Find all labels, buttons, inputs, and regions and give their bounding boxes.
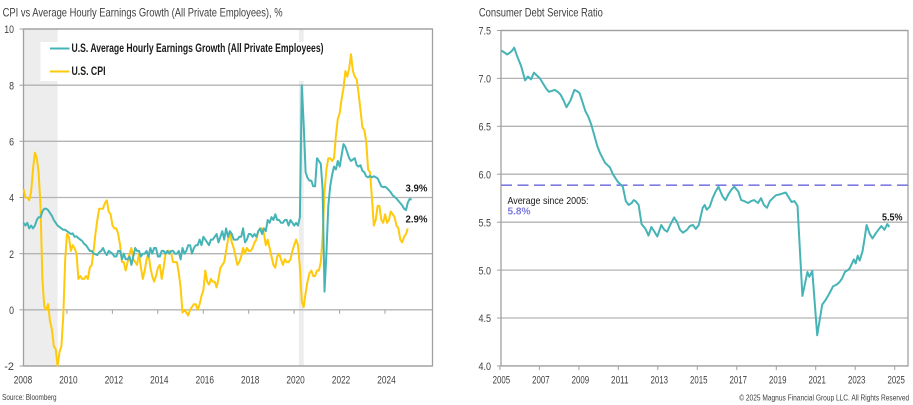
svg-text:0: 0 — [9, 305, 14, 317]
svg-text:5.0: 5.0 — [479, 265, 492, 277]
svg-text:5.5%: 5.5% — [882, 212, 903, 224]
svg-text:2012: 2012 — [105, 374, 123, 386]
svg-text:4.0: 4.0 — [479, 361, 492, 373]
svg-text:2014: 2014 — [150, 374, 168, 386]
svg-text:2015: 2015 — [690, 375, 708, 387]
svg-text:-2: -2 — [4, 361, 14, 373]
svg-text:6.0: 6.0 — [479, 169, 492, 181]
svg-text:8: 8 — [9, 80, 14, 92]
svg-text:7.5: 7.5 — [479, 26, 492, 38]
svg-text:6: 6 — [9, 137, 14, 149]
svg-text:2011: 2011 — [611, 375, 629, 387]
svg-text:2007: 2007 — [532, 375, 550, 387]
svg-text:2023: 2023 — [848, 375, 866, 387]
svg-text:2016: 2016 — [196, 374, 214, 386]
svg-text:Consumer Debt Service Ratio: Consumer Debt Service Ratio — [479, 6, 603, 20]
svg-text:2018: 2018 — [241, 374, 259, 386]
svg-text:2013: 2013 — [651, 375, 669, 387]
svg-text:2020: 2020 — [286, 374, 304, 386]
svg-text:5.5: 5.5 — [479, 217, 492, 229]
svg-text:2019: 2019 — [769, 375, 787, 387]
svg-text:7.0: 7.0 — [479, 74, 492, 86]
svg-text:6.5: 6.5 — [479, 122, 492, 134]
svg-text:2024: 2024 — [377, 374, 395, 386]
svg-text:4.5: 4.5 — [479, 313, 492, 325]
svg-text:Average since 2005:: Average since 2005: — [508, 195, 589, 207]
svg-text:2017: 2017 — [730, 375, 748, 387]
svg-text:2021: 2021 — [808, 375, 826, 387]
svg-text:4: 4 — [9, 193, 14, 205]
svg-text:CPI vs Average Hourly Earnings: CPI vs Average Hourly Earnings Growth (A… — [3, 6, 283, 20]
svg-text:2022: 2022 — [332, 374, 350, 386]
svg-text:Source: Bloomberg: Source: Bloomberg — [2, 392, 57, 402]
svg-text:5.8%: 5.8% — [508, 206, 532, 218]
svg-text:U.S. CPI: U.S. CPI — [72, 66, 106, 78]
svg-text:2010: 2010 — [59, 374, 77, 386]
svg-text:2025: 2025 — [887, 375, 905, 387]
svg-text:10: 10 — [4, 24, 14, 36]
svg-text:2005: 2005 — [493, 375, 511, 387]
svg-text:2008: 2008 — [14, 374, 32, 386]
svg-text:U.S. Average Hourly Earnings G: U.S. Average Hourly Earnings Growth (All… — [72, 43, 324, 55]
svg-text:2.9%: 2.9% — [406, 214, 429, 226]
svg-text:2009: 2009 — [572, 375, 590, 387]
svg-text:© 2025 Magnus Financial Group: © 2025 Magnus Financial Group LLC. All R… — [739, 393, 909, 403]
svg-text:2: 2 — [9, 249, 14, 261]
svg-text:3.9%: 3.9% — [406, 183, 429, 195]
